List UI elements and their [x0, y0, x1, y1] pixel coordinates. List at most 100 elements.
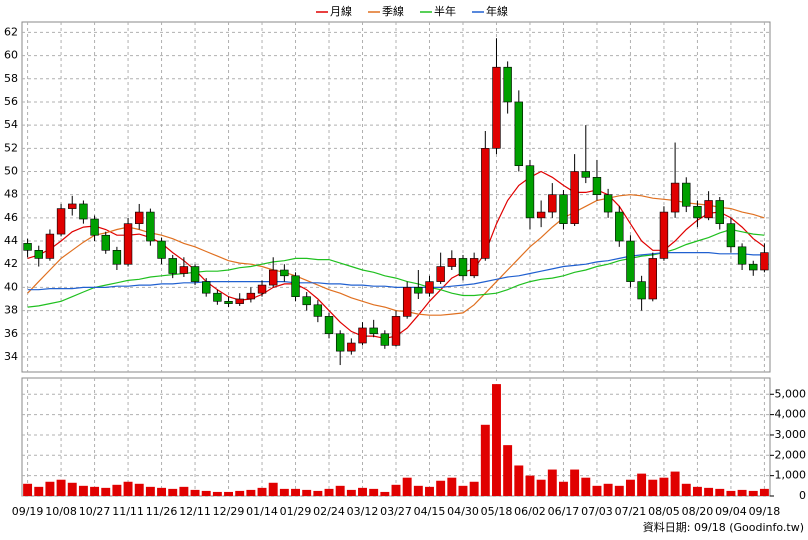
candle-body — [760, 252, 769, 271]
candle-body — [79, 203, 88, 220]
x-tick-label: 09/18 — [749, 505, 781, 518]
volume-bar — [358, 487, 367, 496]
candle-body — [414, 287, 423, 294]
volume-bar — [436, 480, 446, 496]
ma-line — [27, 252, 765, 291]
volume-bar — [212, 491, 222, 496]
volume-bar — [380, 491, 390, 496]
x-tick-label: 07/21 — [615, 505, 647, 518]
legend-label: 半年 — [434, 4, 456, 18]
candle-body — [581, 171, 590, 178]
volume-bar — [514, 465, 524, 496]
candle-body — [291, 275, 300, 297]
volume-bar — [324, 488, 334, 496]
volume-bar — [246, 489, 256, 496]
candle-body — [101, 234, 110, 251]
x-tick-label: 03/27 — [380, 505, 412, 518]
candle-body — [615, 211, 624, 242]
volume-bar — [637, 473, 647, 496]
volume-bar — [547, 469, 557, 496]
y-tick-label: 58 — [4, 72, 18, 85]
volume-bar — [558, 481, 568, 496]
candle-body — [715, 200, 724, 224]
volume-bar — [603, 483, 613, 496]
candle-body — [548, 194, 557, 213]
candle-body — [56, 208, 66, 235]
volume-bar — [45, 481, 55, 496]
volume-bar — [302, 489, 312, 496]
volume-bar — [313, 490, 323, 496]
y2-tick-label: 5,000 — [775, 387, 807, 400]
candle-body — [235, 298, 244, 304]
volume-bar — [748, 490, 758, 496]
candle-body — [536, 211, 546, 219]
volume-bar — [447, 477, 457, 496]
volume-bar — [67, 482, 77, 496]
candle-body — [525, 165, 535, 219]
candle-body — [358, 327, 367, 344]
candle-body — [268, 269, 278, 286]
candle-body — [90, 218, 99, 236]
volume-bar — [279, 488, 289, 496]
volume-bar — [570, 469, 580, 496]
candle-body — [425, 281, 434, 294]
volume-bar — [480, 424, 490, 496]
volume-bar — [335, 485, 345, 496]
candle-body — [157, 240, 166, 259]
volume-bar — [23, 483, 33, 496]
x-tick-label: 09/19 — [12, 505, 44, 518]
candle-body — [68, 203, 77, 209]
volume-bar — [90, 486, 100, 496]
volume-bar — [391, 484, 401, 496]
y2-tick-label: 3,000 — [775, 428, 807, 441]
x-tick-label: 08/20 — [682, 505, 714, 518]
x-tick-label: 02/24 — [313, 505, 345, 518]
volume-bar — [670, 471, 680, 496]
candle-body — [347, 342, 356, 352]
candle-body — [648, 258, 657, 300]
candle-body — [168, 258, 177, 274]
x-tick-label: 10/08 — [45, 505, 77, 518]
candle-body — [458, 258, 468, 277]
volume-bar — [268, 482, 278, 496]
volume-bar — [715, 488, 725, 496]
x-tick-label: 04/30 — [447, 505, 479, 518]
x-tick-label: 06/17 — [548, 505, 580, 518]
volume-bar — [291, 488, 300, 496]
candle-body — [224, 301, 233, 304]
candle-body — [135, 211, 144, 224]
x-tick-label: 05/18 — [481, 505, 513, 518]
y-tick-label: 48 — [4, 188, 18, 201]
volume-bar — [235, 490, 245, 496]
candle-body — [302, 296, 311, 306]
x-tick-label: 12/29 — [213, 505, 245, 518]
x-tick-label: 09/04 — [715, 505, 747, 518]
volume-bar — [614, 485, 624, 496]
candle-body — [570, 171, 579, 224]
candle-body — [514, 101, 524, 167]
volume-bar — [648, 479, 658, 496]
candle-body — [492, 66, 501, 149]
y-tick-label: 36 — [4, 327, 18, 340]
volume-bar — [737, 489, 747, 496]
candle-body — [280, 269, 289, 277]
source-note: 資料日期: 09/18 (Goodinfo.tw) — [643, 520, 804, 534]
volume-bar — [101, 487, 111, 496]
volume-bar — [134, 483, 144, 496]
y-tick-label: 50 — [4, 165, 18, 178]
volume-bar — [168, 488, 178, 496]
candle-body — [737, 246, 747, 265]
y-tick-label: 56 — [4, 95, 18, 108]
candle-body — [670, 182, 680, 213]
candle-body — [436, 266, 445, 282]
candle-body — [682, 182, 691, 207]
volume-bar — [190, 489, 200, 496]
candle-body — [559, 194, 568, 224]
volume-bar — [692, 486, 702, 496]
volume-bar — [78, 485, 88, 496]
legend-label: 年線 — [486, 4, 508, 18]
candle-body — [45, 233, 55, 259]
volume-bar — [413, 485, 423, 496]
candle-body — [313, 304, 323, 317]
volume-frame — [21, 377, 771, 497]
